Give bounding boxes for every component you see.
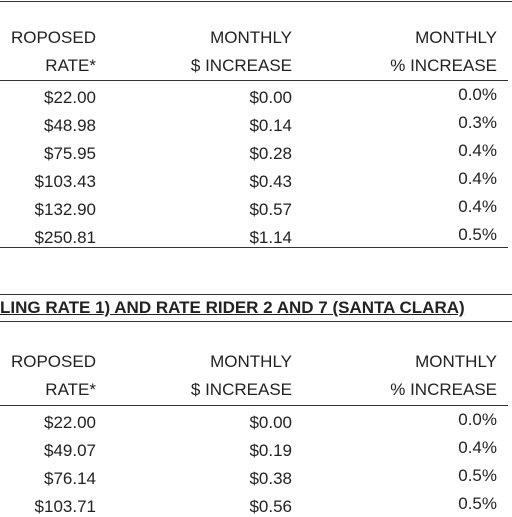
cell: $132.90 <box>34 200 96 219</box>
column-header: % INCREASE <box>390 380 497 399</box>
cell: $48.98 <box>44 116 96 135</box>
cell: 0.5% <box>458 225 497 244</box>
rule <box>0 1 512 2</box>
cell: $0.00 <box>249 413 292 432</box>
cell: $22.00 <box>44 413 96 432</box>
cell: 0.4% <box>458 141 497 160</box>
column-header: % INCREASE <box>390 56 497 75</box>
cell: $103.71 <box>34 497 96 516</box>
cell: $0.57 <box>249 200 292 219</box>
rule <box>0 80 508 81</box>
cell: 0.0% <box>458 410 497 429</box>
rule <box>0 294 512 295</box>
cell: $0.28 <box>249 144 292 163</box>
cell: $0.56 <box>249 497 292 516</box>
rule <box>0 405 508 406</box>
column-header: RATE* <box>45 380 96 399</box>
column-header: ROPOSED <box>10 352 96 371</box>
column-header: $ INCREASE <box>190 380 292 399</box>
column-header: MONTHLY <box>210 28 292 47</box>
cell: 0.4% <box>458 438 497 457</box>
cell: $22.00 <box>44 88 96 107</box>
cell: $103.43 <box>34 172 96 191</box>
cell: $75.95 <box>44 144 96 163</box>
cell: $0.38 <box>249 469 292 488</box>
cell: $0.19 <box>249 441 292 460</box>
column-header: MONTHLY <box>415 352 497 371</box>
cell: $0.43 <box>249 172 292 191</box>
column-header: MONTHLY <box>210 352 292 371</box>
column-header: ROPOSED <box>10 28 96 47</box>
cell: $0.00 <box>249 88 292 107</box>
cell: $0.14 <box>249 116 292 135</box>
cell: 0.3% <box>458 113 497 132</box>
cell: 0.0% <box>458 85 497 104</box>
section-title: LING RATE 1) AND RATE RIDER 2 AND 7 (SAN… <box>0 298 465 317</box>
column-header: $ INCREASE <box>190 56 292 75</box>
cell: 0.5% <box>458 466 497 485</box>
cell: 0.4% <box>458 197 497 216</box>
cell: $1.14 <box>249 228 292 247</box>
cell: 0.4% <box>458 169 497 188</box>
cell: $76.14 <box>44 469 96 488</box>
cell: $250.81 <box>34 228 96 247</box>
column-header: MONTHLY <box>415 28 497 47</box>
rule <box>0 247 508 248</box>
rule <box>0 321 512 322</box>
column-header: RATE* <box>45 56 96 75</box>
cell: $49.07 <box>44 441 96 460</box>
cell: 0.5% <box>458 494 497 513</box>
